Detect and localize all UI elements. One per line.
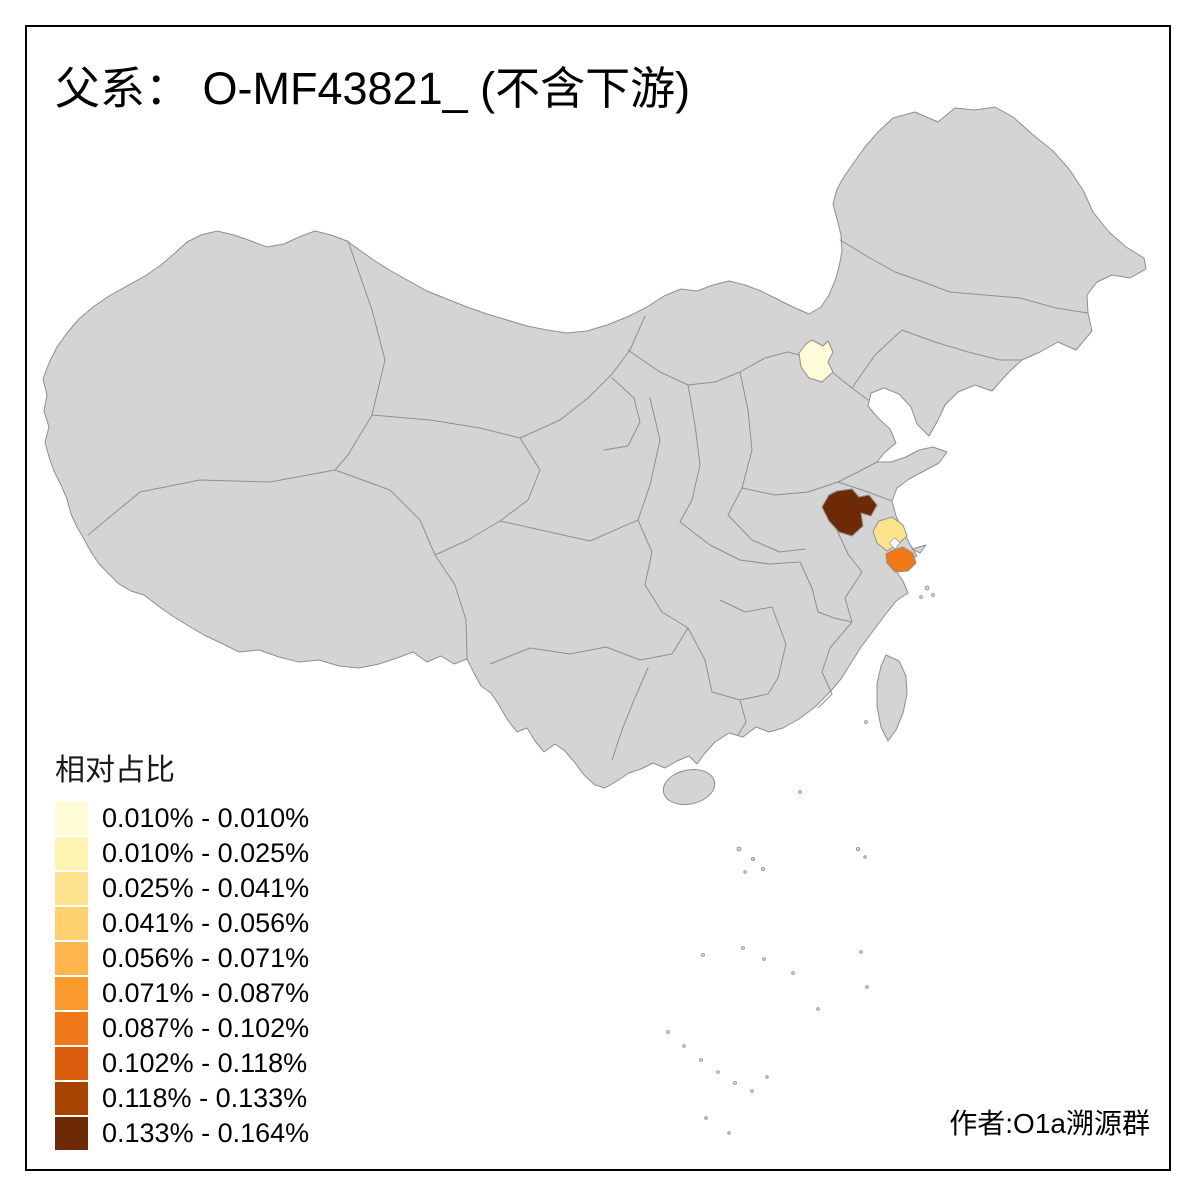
- legend-item: 0.102% - 0.118%: [55, 1046, 309, 1081]
- legend-label: 0.118% - 0.133%: [102, 1083, 308, 1113]
- legend-label: 0.071% - 0.087%: [102, 978, 310, 1008]
- legend-swatch: [55, 907, 88, 940]
- legend-label: 0.102% - 0.118%: [102, 1048, 308, 1078]
- legend-label: 0.010% - 0.025%: [102, 838, 310, 868]
- highlight-region-beijing: [798, 339, 834, 383]
- map-fill-group: [42, 106, 1147, 1135]
- south-china-sea-islands: [666, 585, 935, 1135]
- legend-label: 0.010% - 0.010%: [102, 803, 310, 833]
- taiwan-island: [876, 654, 908, 742]
- legend-label: 0.025% - 0.041%: [102, 873, 310, 903]
- legend-item: 0.056% - 0.071%: [55, 941, 309, 976]
- chongming-island: [911, 544, 927, 554]
- legend-item: 0.133% - 0.164%: [55, 1116, 309, 1151]
- hainan-island: [662, 769, 716, 805]
- legend-swatch: [55, 1082, 88, 1115]
- legend-label: 0.056% - 0.071%: [102, 943, 310, 973]
- mainland-outline: [42, 106, 1147, 789]
- highlight-region-shanghai: [885, 546, 917, 573]
- legend-swatch: [55, 942, 88, 975]
- legend-swatch: [55, 1012, 88, 1045]
- lake-gap: [888, 537, 901, 550]
- legend-swatch: [55, 837, 88, 870]
- legend-swatch: [55, 872, 88, 905]
- legend-item: 0.118% - 0.133%: [55, 1081, 309, 1116]
- legend-item: 0.041% - 0.056%: [55, 906, 309, 941]
- legend-item: 0.010% - 0.010%: [55, 801, 309, 836]
- legend-swatch: [55, 1117, 88, 1150]
- map-stroke-group: [42, 106, 1147, 1135]
- province-boundaries: [87, 239, 1089, 761]
- legend-item: 0.010% - 0.025%: [55, 836, 309, 871]
- legend: 相对占比 0.010% - 0.010% 0.010% - 0.025% 0.0…: [55, 745, 309, 1151]
- legend-item: 0.087% - 0.102%: [55, 1011, 309, 1046]
- legend-swatch: [55, 1047, 88, 1080]
- legend-swatch: [55, 977, 88, 1010]
- highlight-region-anhui: [821, 488, 878, 537]
- highlight-regions: [798, 339, 917, 573]
- legend-title: 相对占比: [55, 754, 175, 787]
- legend-item: 0.025% - 0.041%: [55, 871, 309, 906]
- legend-label: 0.133% - 0.164%: [102, 1118, 310, 1148]
- figure-title: 父系： O-MF43821_ (不含下游): [55, 63, 691, 114]
- legend-item: 0.071% - 0.087%: [55, 976, 309, 1011]
- legend-label: 0.041% - 0.056%: [102, 908, 310, 938]
- legend-swatch: [55, 802, 88, 835]
- attribution-text: 作者:O1a溯源群: [949, 1108, 1150, 1139]
- legend-label: 0.087% - 0.102%: [102, 1013, 310, 1043]
